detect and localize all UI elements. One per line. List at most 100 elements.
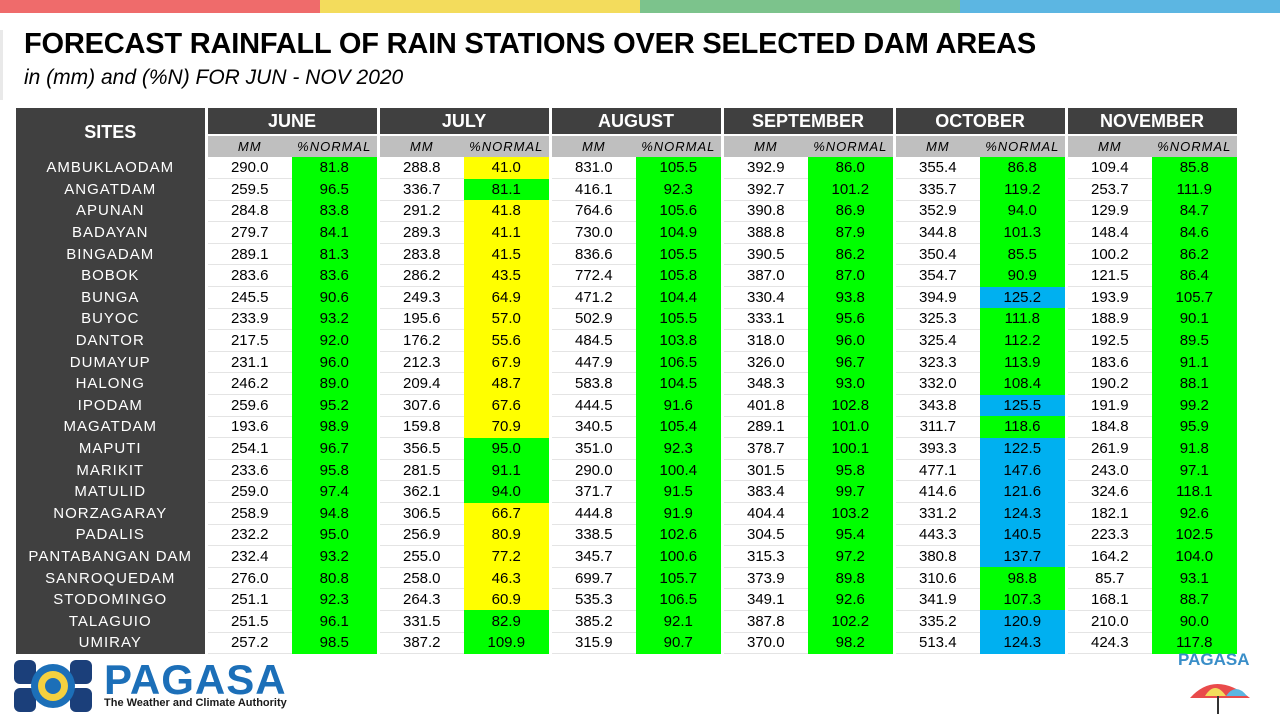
mm-value: 332.0 <box>894 372 981 396</box>
mm-value: 254.1 <box>206 437 292 460</box>
table-row: PANTABANGAN DAM 232.4 93.2 255.0 77.2 345.7 10… <box>16 545 1240 568</box>
mm-header: MM <box>550 135 637 157</box>
table-row: AMBUKLAODAM 290.0 81.8 288.8 41.0 831.0 105.5 3… <box>16 157 1240 180</box>
mm-value: 217.5 <box>206 329 292 352</box>
pct-normal-value: 90.1 <box>1152 308 1240 330</box>
pct-normal-value: 104.4 <box>636 286 724 309</box>
pct-normal-value: 86.8 <box>980 157 1068 179</box>
mm-value: 210.0 <box>1066 610 1153 633</box>
mm-value: 330.4 <box>722 286 809 309</box>
site-name: PADALIS <box>16 524 208 546</box>
mm-value: 284.8 <box>206 200 292 223</box>
pct-normal-value: 92.0 <box>292 329 380 352</box>
site-name: MARIKIT <box>16 459 208 481</box>
mm-value: 477.1 <box>894 459 981 482</box>
site-name: MAGATDAM <box>16 416 208 438</box>
mm-value: 383.4 <box>722 480 809 503</box>
mm-header: MM <box>722 135 809 157</box>
pct-normal-value: 88.7 <box>1152 588 1240 611</box>
mm-value: 331.2 <box>894 502 981 525</box>
month-header: OCTOBER <box>894 108 1068 136</box>
mm-value: 243.0 <box>1066 459 1153 482</box>
pct-normal-value: 86.4 <box>1152 264 1240 287</box>
mm-value: 443.3 <box>894 524 981 547</box>
mm-value: 245.5 <box>206 286 292 309</box>
mm-value: 310.6 <box>894 567 981 590</box>
table-body: AMBUKLAODAM 290.0 81.8 288.8 41.0 831.0 105.5 3… <box>16 157 1240 655</box>
mm-value: 362.1 <box>378 480 465 503</box>
mm-value: 190.2 <box>1066 372 1153 396</box>
mm-value: 176.2 <box>378 329 465 352</box>
mm-value: 583.8 <box>550 372 637 396</box>
pct-normal-value: 97.4 <box>292 480 380 503</box>
mm-value: 209.4 <box>378 372 465 396</box>
pct-normal-value: 95.4 <box>808 524 896 546</box>
pct-normal-value: 92.3 <box>636 178 724 201</box>
pct-normal-value: 81.8 <box>292 157 380 179</box>
mm-value: 354.7 <box>894 264 981 288</box>
pct-normal-value: 66.7 <box>464 502 552 525</box>
pct-normal-header: %NORMAL <box>292 135 380 157</box>
site-name: NORZAGARAY <box>16 502 208 525</box>
mm-value: 188.9 <box>1066 308 1153 331</box>
pct-normal-value: 111.8 <box>980 308 1068 330</box>
pct-normal-value: 86.2 <box>808 243 896 265</box>
mm-value: 264.3 <box>378 588 465 611</box>
pct-normal-value: 87.0 <box>808 264 896 287</box>
mm-value: 356.5 <box>378 437 465 460</box>
table-row: BUYOC 233.9 93.2 195.6 57.0 502.9 105.5 333.1 95… <box>16 308 1240 331</box>
mm-value: 256.9 <box>378 524 465 547</box>
pct-normal-value: 80.8 <box>292 567 380 589</box>
pct-normal-value: 121.6 <box>980 480 1068 503</box>
pct-normal-value: 48.7 <box>464 372 552 395</box>
mm-header: MM <box>1066 135 1153 157</box>
table-row: MATULID 259.0 97.4 362.1 94.0 371.7 91.5 383.4 9… <box>16 480 1240 503</box>
mm-value: 249.3 <box>378 286 465 309</box>
pct-normal-value: 102.6 <box>636 524 724 546</box>
pct-normal-header: %NORMAL <box>464 135 552 157</box>
pct-normal-value: 95.8 <box>292 459 380 481</box>
unit-header-row: MM %NORMAL MM %NORMAL MM %NORMAL MM %NOR… <box>16 135 1240 157</box>
mm-value: 394.9 <box>894 286 981 309</box>
mm-value: 390.5 <box>722 243 809 266</box>
pct-normal-value: 88.1 <box>1152 372 1240 395</box>
pct-normal-value: 83.6 <box>292 264 380 287</box>
site-name: IPODAM <box>16 394 208 417</box>
pct-normal-value: 98.5 <box>292 632 380 654</box>
pct-normal-value: 98.2 <box>808 632 896 654</box>
pct-normal-value: 96.7 <box>808 351 896 373</box>
pct-normal-header: %NORMAL <box>980 135 1068 157</box>
pct-normal-value: 125.5 <box>980 394 1068 417</box>
pct-normal-value: 94.8 <box>292 502 380 525</box>
pct-normal-header: %NORMAL <box>1152 135 1240 157</box>
pct-normal-value: 105.6 <box>636 200 724 222</box>
mm-value: 370.0 <box>722 632 809 655</box>
pct-normal-value: 41.8 <box>464 200 552 222</box>
table-row: MARIKIT 233.6 95.8 281.5 91.1 290.0 100.4 301.5… <box>16 459 1240 482</box>
mm-value: 352.9 <box>894 200 981 223</box>
pct-normal-value: 89.0 <box>292 372 380 395</box>
pct-normal-value: 92.1 <box>636 610 724 633</box>
site-name: AMBUKLAODAM <box>16 157 208 179</box>
pct-normal-value: 96.7 <box>292 437 380 460</box>
mm-value: 109.4 <box>1066 157 1153 180</box>
mm-value: 355.4 <box>894 157 981 180</box>
pct-normal-value: 124.3 <box>980 632 1068 654</box>
pct-normal-value: 80.9 <box>464 524 552 546</box>
mm-value: 246.2 <box>206 372 292 396</box>
site-name: BUYOC <box>16 308 208 330</box>
table-row: ANGATDAM 259.5 96.5 336.7 81.1 416.1 92.3 392.7… <box>16 178 1240 201</box>
pct-normal-value: 93.1 <box>1152 567 1240 589</box>
table-row: MAGATDAM 193.6 98.9 159.8 70.9 340.5 105.4 289.… <box>16 416 1240 439</box>
pct-normal-value: 101.0 <box>808 416 896 438</box>
site-name: MATULID <box>16 480 208 503</box>
mm-value: 261.9 <box>1066 437 1153 460</box>
pct-normal-value: 67.9 <box>464 351 552 373</box>
month-header-row: SITES JUNE JULY AUGUST SEPTEMBER OCTOBER… <box>16 108 1240 157</box>
table-row: STODOMINGO 251.1 92.3 264.3 60.9 535.3 106.5 34… <box>16 588 1240 611</box>
mm-value: 290.0 <box>550 459 637 482</box>
mm-value: 283.8 <box>378 243 465 266</box>
pct-normal-value: 100.6 <box>636 545 724 568</box>
pct-normal-value: 102.8 <box>808 394 896 417</box>
mm-value: 233.6 <box>206 459 292 482</box>
